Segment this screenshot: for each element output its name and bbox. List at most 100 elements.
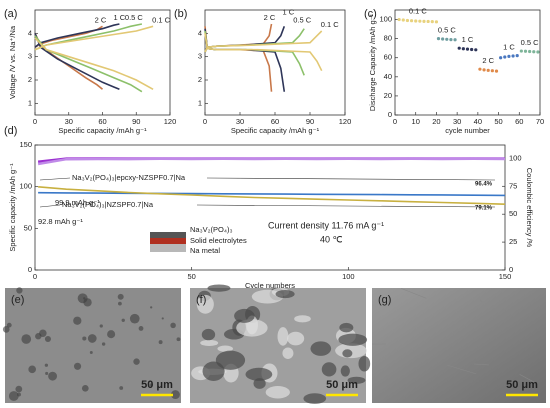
point: [401, 18, 405, 22]
texture: [129, 313, 140, 324]
series-label: 1 C: [503, 43, 515, 52]
legend-arrow: [206, 177, 496, 181]
y-tick-label: 3: [28, 52, 32, 61]
texture: [89, 351, 93, 354]
texture: [87, 334, 97, 343]
texture: [347, 376, 366, 384]
point: [507, 54, 511, 58]
legend-arrow: [39, 177, 71, 181]
x-tick-label: 10: [412, 117, 420, 126]
series-label: 0.1 C: [321, 20, 340, 29]
annotation: 99.9 mAh g⁻¹: [55, 198, 100, 207]
point: [536, 50, 540, 54]
point: [494, 69, 499, 73]
panel-label: (b): [174, 8, 187, 20]
sem-image: [190, 288, 366, 403]
texture: [158, 340, 163, 345]
y-tick-label: 60: [384, 53, 392, 62]
texture: [8, 391, 19, 401]
point: [414, 19, 418, 23]
point: [515, 54, 519, 58]
series-label: 0.5 C: [438, 26, 457, 35]
texture: [339, 322, 354, 333]
texture: [474, 363, 489, 366]
series-label: 0.5 C: [293, 16, 312, 25]
texture: [245, 367, 273, 381]
texture: [119, 386, 124, 390]
y2-tick-label: 50: [509, 209, 517, 218]
scale-bar-label: 50 μm: [141, 379, 173, 391]
series-line: [204, 28, 305, 76]
y-tick-label: 100: [19, 182, 32, 191]
texture: [321, 362, 337, 377]
y-tick-label: 2: [28, 75, 32, 84]
series-line: [34, 25, 154, 90]
x-axis-label: Specific capacity /mAh g⁻¹: [58, 126, 147, 135]
y-tick-label: 2: [198, 75, 202, 84]
panel-label: (c): [364, 8, 377, 20]
x-tick-label: 150: [499, 272, 512, 281]
texture: [138, 326, 144, 331]
x-tick-label: 120: [339, 117, 352, 126]
point: [405, 18, 410, 23]
x-tick-label: 120: [164, 117, 177, 126]
x-tick-label: 0: [33, 117, 37, 126]
texture: [83, 298, 92, 307]
x-tick-label: 60: [271, 117, 279, 126]
x-tick-label: 0: [203, 117, 207, 126]
y-tick-label: 150: [19, 140, 32, 149]
texture: [161, 317, 164, 320]
y-tick-label: 3: [198, 52, 202, 61]
texture: [287, 331, 305, 346]
y2-tick-label: 100: [509, 153, 522, 162]
series-label: 0.1 C: [152, 15, 171, 24]
y2-tick-label: 25: [509, 237, 517, 246]
annotation: Current density 11.76 mA g⁻¹: [268, 220, 384, 230]
x-tick-label: 90: [132, 117, 140, 126]
x-tick-label: 30: [453, 117, 461, 126]
x-tick-label: 50: [494, 117, 502, 126]
series-line: [38, 186, 506, 205]
y-tick-label: 80: [384, 34, 392, 43]
x-tick-label: 100: [342, 272, 355, 281]
texture: [236, 319, 268, 337]
x-tick-label: 40: [474, 117, 482, 126]
texture: [340, 365, 350, 377]
texture: [99, 324, 103, 328]
y-axis-label: Specific capacity /mAh g⁻¹: [8, 163, 17, 252]
texture: [150, 306, 153, 309]
point: [434, 20, 439, 24]
texture: [28, 365, 36, 374]
texture: [73, 316, 82, 325]
texture: [234, 308, 255, 323]
point: [482, 68, 486, 72]
texture: [101, 342, 106, 346]
point: [478, 67, 482, 71]
plot-frame: [34, 144, 506, 271]
texture: [82, 336, 87, 341]
point: [519, 49, 523, 53]
point: [441, 37, 445, 41]
y-tick-label: 100: [379, 15, 392, 24]
texture: [479, 299, 483, 303]
texture: [48, 371, 58, 381]
point: [445, 37, 449, 41]
y-tick-label: 50: [24, 223, 32, 232]
texture: [170, 390, 180, 400]
texture: [133, 358, 140, 365]
legend-arrow: [39, 204, 61, 208]
series-line: [38, 191, 506, 197]
texture: [121, 318, 125, 322]
texture: [217, 345, 233, 352]
texture: [310, 341, 332, 356]
texture: [170, 322, 176, 329]
scale-bar-label: 50 μm: [326, 379, 358, 391]
point: [532, 50, 536, 54]
x-tick-label: 60: [98, 117, 106, 126]
point: [523, 49, 528, 53]
texture: [294, 315, 311, 323]
series-label: 1 C: [114, 13, 126, 22]
texture: [2, 326, 10, 333]
point: [465, 47, 470, 51]
